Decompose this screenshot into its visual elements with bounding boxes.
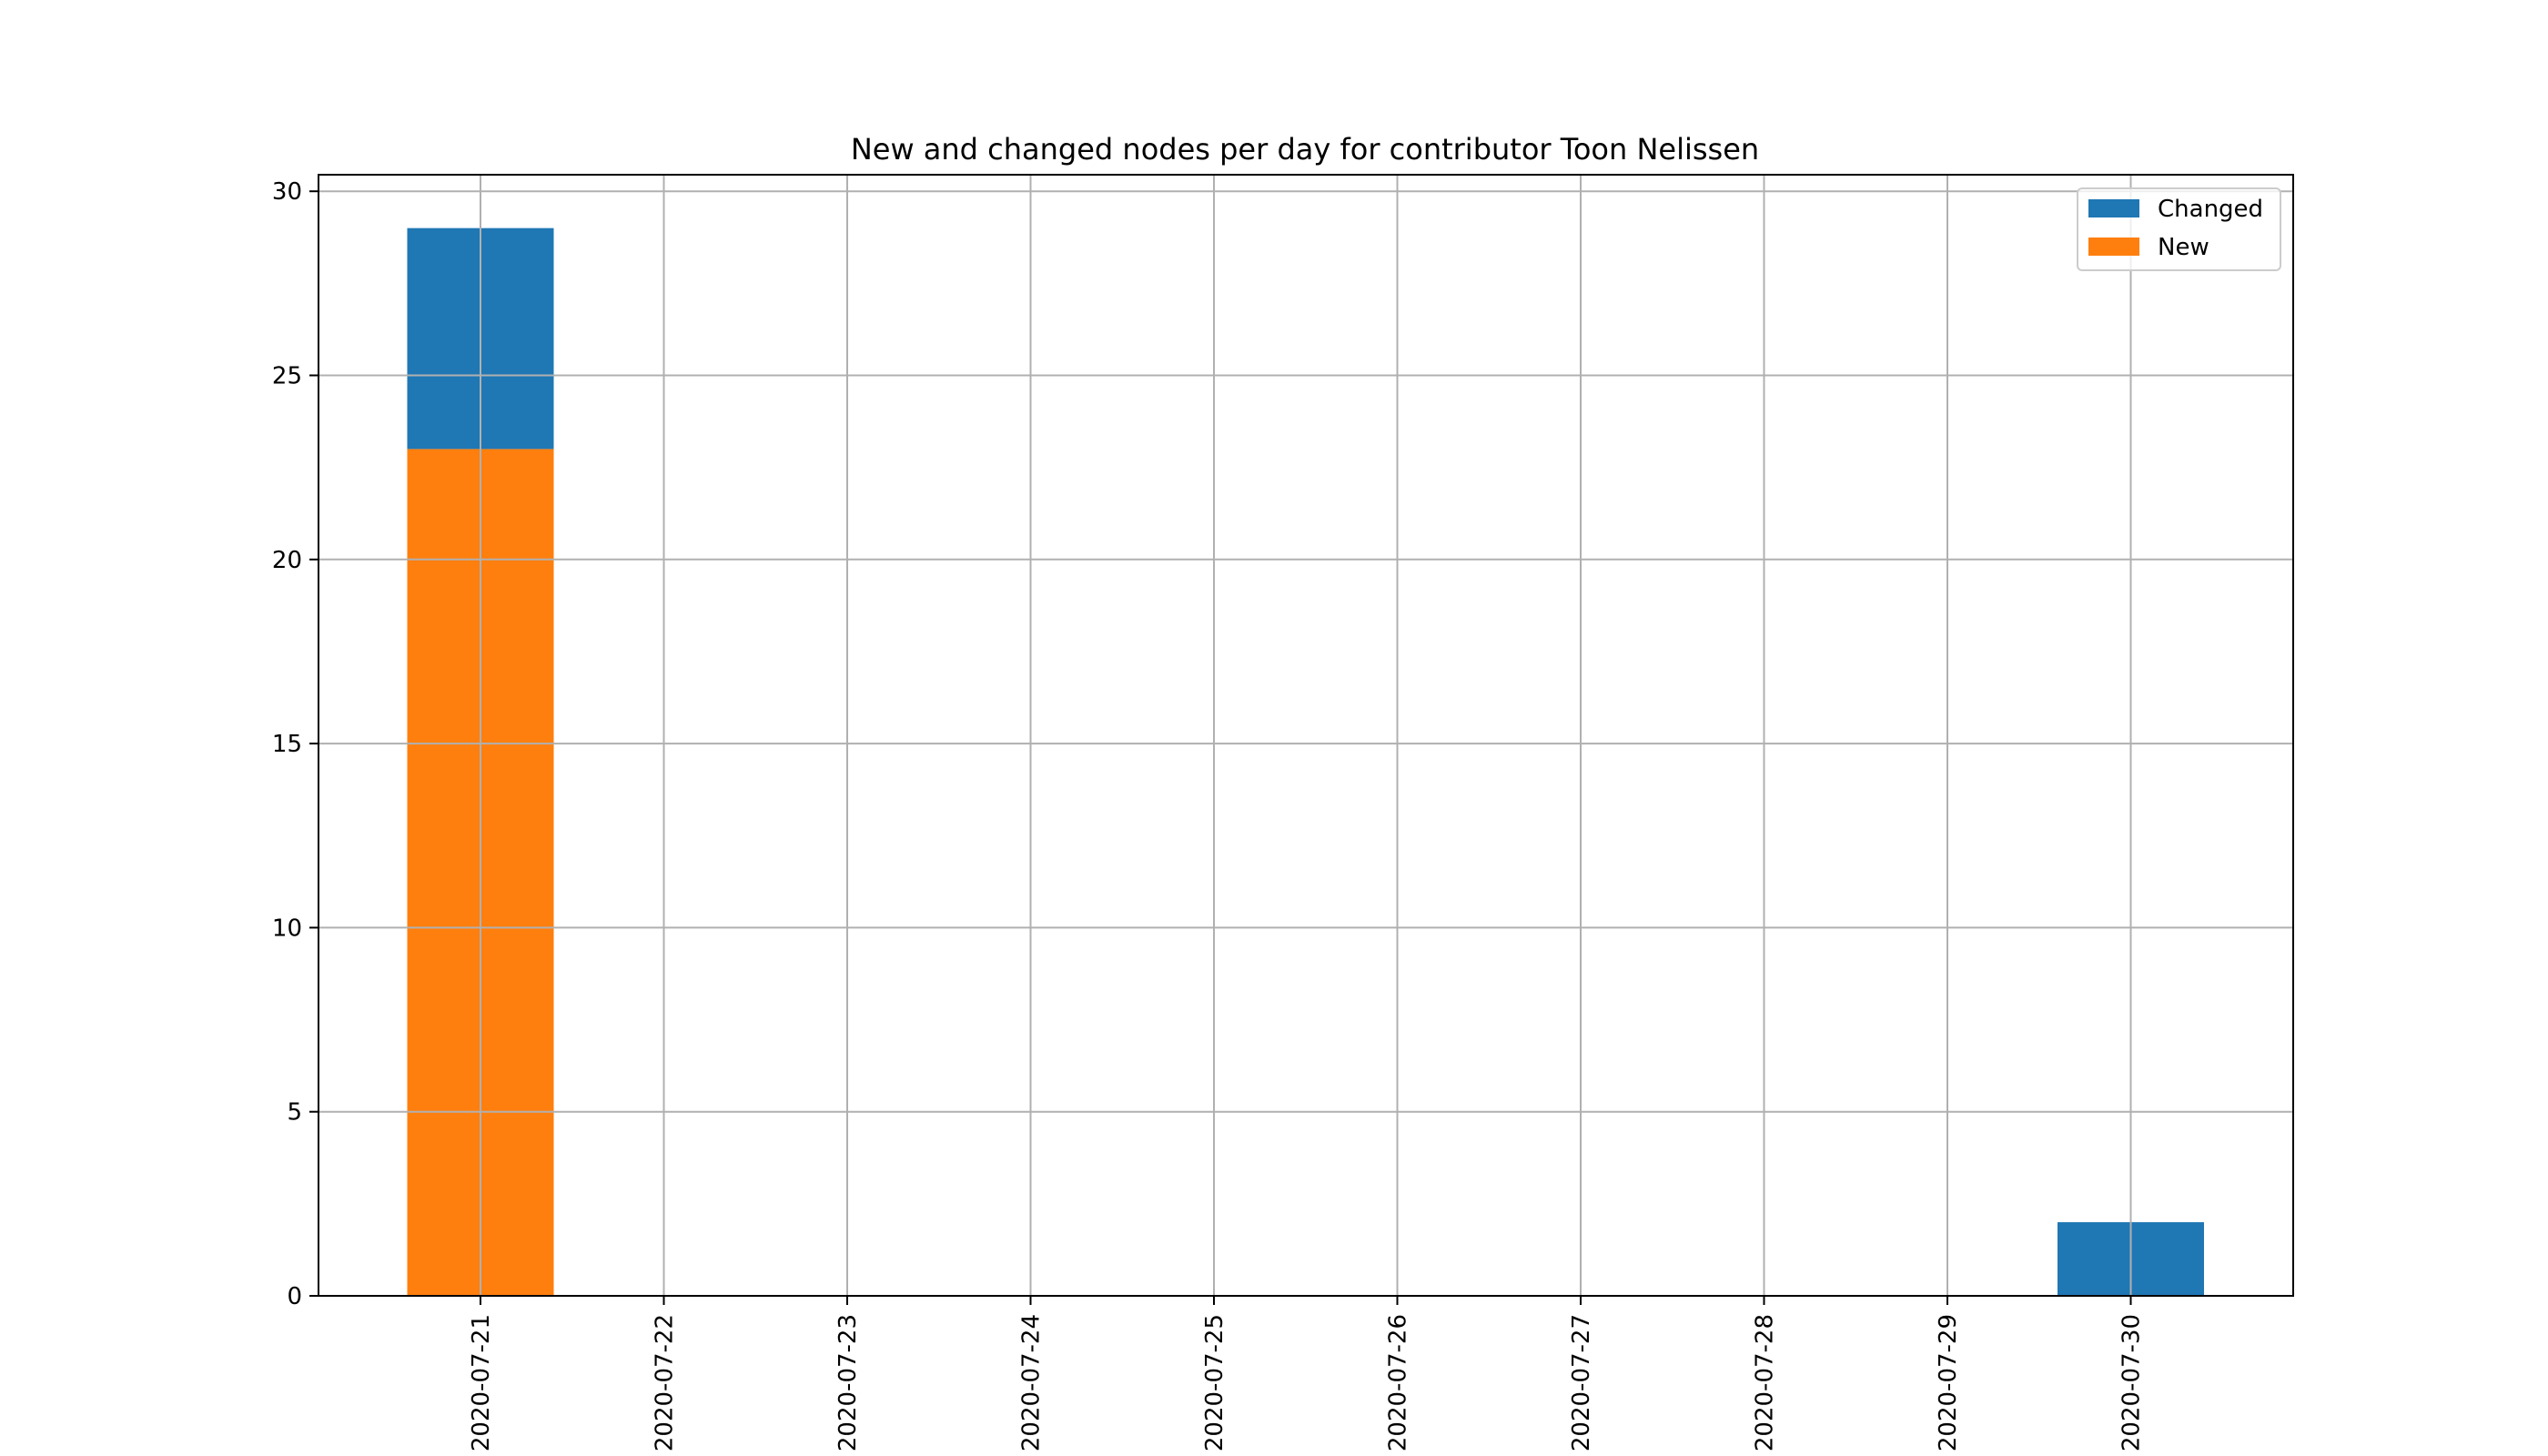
x-tick-label: 2020-07-25 xyxy=(1201,1314,1228,1451)
legend-label-new: New xyxy=(2158,234,2209,261)
y-tick-label: 10 xyxy=(272,915,302,942)
chart-title: New and changed nodes per day for contri… xyxy=(851,132,1759,167)
plot-frame xyxy=(318,174,2294,1297)
x-tick-label: 2020-07-30 xyxy=(2118,1314,2146,1451)
legend-label-changed: Changed xyxy=(2158,196,2263,223)
grid xyxy=(318,175,2293,1297)
x-tick-label: 2020-07-28 xyxy=(1752,1314,1779,1451)
y-axis: 0 5 10 15 20 25 30 xyxy=(272,178,318,1310)
legend: Changed New xyxy=(2077,187,2281,271)
x-tick-label: 2020-07-21 xyxy=(468,1314,495,1451)
x-axis: 2020-07-21 2020-07-22 2020-07-23 2020-07-24… xyxy=(468,1296,2146,1451)
x-tick-label: 2020-07-23 xyxy=(834,1314,862,1451)
y-tick-label: 0 xyxy=(287,1283,302,1310)
y-tick-label: 30 xyxy=(272,178,302,206)
x-tick-label: 2020-07-27 xyxy=(1568,1314,1595,1451)
y-tick-label: 25 xyxy=(272,363,302,390)
legend-swatch-changed xyxy=(2088,199,2139,217)
y-tick-label: 15 xyxy=(272,731,302,758)
x-tick-label: 2020-07-26 xyxy=(1385,1314,1412,1451)
y-tick-label: 20 xyxy=(272,547,302,574)
y-tick-label: 5 xyxy=(287,1099,302,1127)
legend-swatch-new xyxy=(2088,238,2139,256)
x-tick-label: 2020-07-22 xyxy=(652,1314,679,1451)
x-tick-label: 2020-07-24 xyxy=(1018,1314,1046,1451)
x-tick-label: 2020-07-29 xyxy=(1935,1314,1962,1451)
bars xyxy=(407,228,2204,1296)
